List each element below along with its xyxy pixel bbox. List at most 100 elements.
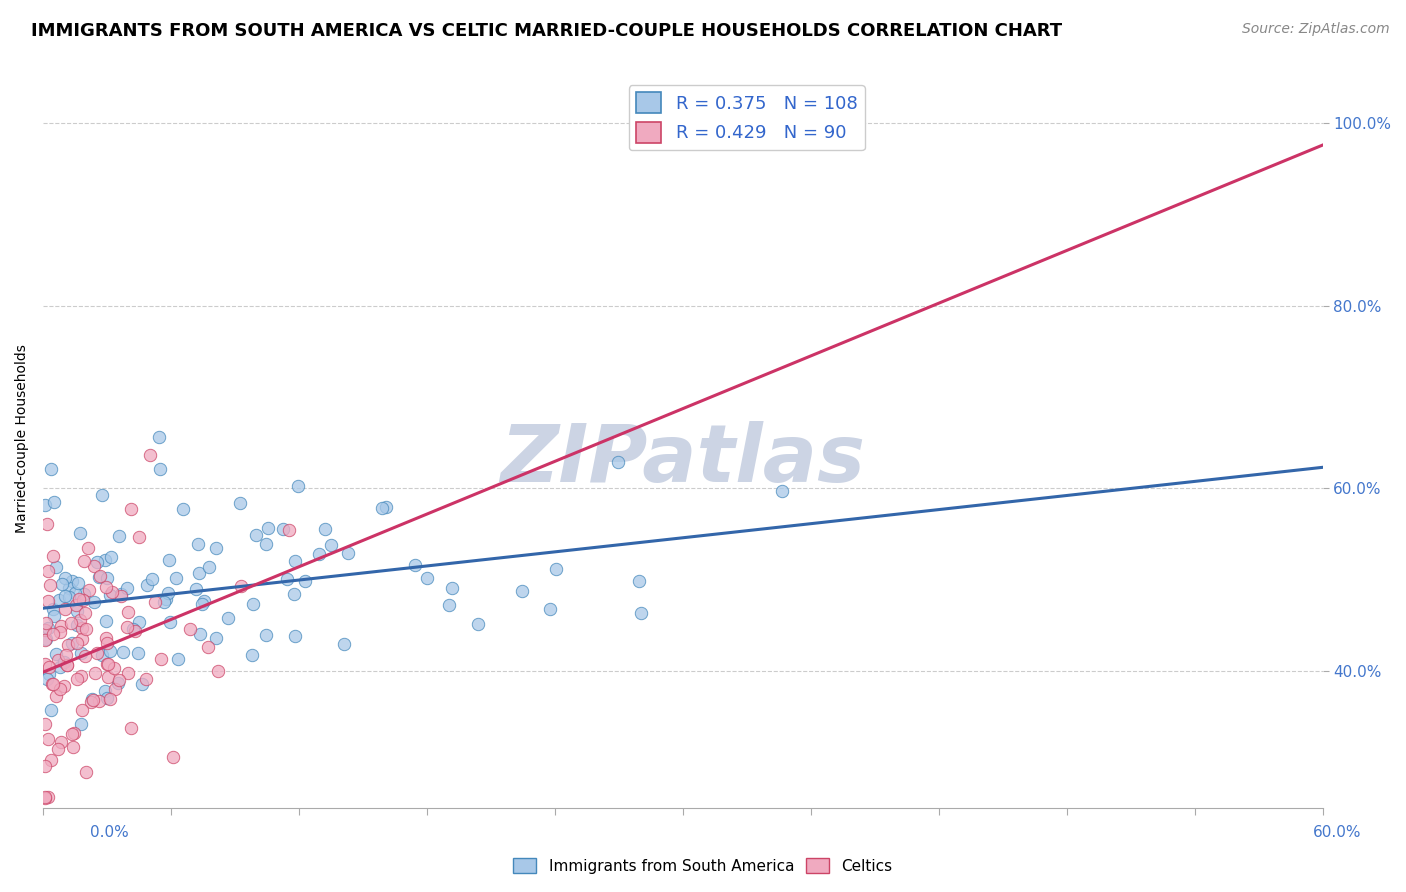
Point [34, 717, 56, 731]
Point [34, 657, 56, 671]
Point [42, 495, 65, 509]
Point [141, 573, 163, 587]
Point [37, 622, 59, 636]
Point [72, 593, 94, 607]
Point [75, 765, 97, 780]
Point [148, 430, 170, 444]
Point [98, 691, 121, 706]
Point [336, 546, 359, 560]
Point [48, 593, 70, 607]
Point [77, 541, 100, 556]
Point [53, 590, 76, 604]
Point [139, 448, 162, 462]
Point [198, 559, 221, 574]
Point [135, 578, 157, 592]
Point [66, 575, 89, 590]
Point [284, 554, 307, 568]
Point [627, 574, 650, 589]
Point [187, 566, 209, 581]
Point [96, 657, 118, 671]
Point [96, 614, 118, 628]
Point [100, 549, 122, 564]
Point [60, 636, 83, 650]
Point [149, 652, 172, 666]
Point [59, 615, 82, 630]
Point [122, 622, 145, 636]
Point [607, 455, 630, 469]
Point [34, 789, 56, 804]
Point [83, 559, 105, 574]
Point [404, 558, 426, 572]
Point [73, 554, 96, 568]
Point [58, 581, 80, 595]
Point [55, 657, 77, 672]
Point [94, 683, 117, 698]
Point [240, 648, 263, 663]
Point [131, 677, 153, 691]
Point [69, 613, 91, 627]
Point [87, 694, 110, 708]
Point [630, 607, 652, 621]
Point [70, 632, 93, 646]
Point [283, 587, 305, 601]
Point [111, 645, 134, 659]
Point [187, 537, 209, 551]
Point [197, 640, 219, 654]
Y-axis label: Married-couple Households: Married-couple Households [15, 343, 30, 533]
Point [117, 620, 139, 634]
Point [45, 648, 67, 662]
Point [39, 753, 62, 767]
Point [371, 501, 394, 516]
Point [193, 594, 215, 608]
Point [69, 646, 91, 660]
Point [80, 691, 103, 706]
Point [34, 791, 56, 805]
Point [37, 516, 59, 531]
Point [157, 586, 180, 600]
Point [60, 727, 83, 741]
Point [70, 669, 93, 683]
Point [37, 672, 59, 686]
Point [254, 537, 277, 551]
Point [75, 648, 97, 663]
Point [37, 789, 59, 804]
Point [308, 547, 330, 561]
Point [62, 740, 84, 755]
Point [79, 695, 101, 709]
Point [148, 461, 170, 475]
Point [770, 484, 793, 499]
Point [89, 569, 111, 583]
Point [39, 461, 62, 475]
Point [53, 602, 76, 616]
Point [124, 624, 146, 639]
Point [157, 553, 180, 567]
Point [217, 611, 239, 625]
Point [167, 652, 190, 666]
Point [51, 619, 73, 633]
Point [546, 562, 568, 576]
Point [96, 691, 118, 706]
Point [94, 553, 117, 567]
Point [107, 529, 129, 543]
Point [89, 569, 111, 583]
Point [38, 660, 60, 674]
Text: 0.0%: 0.0% [90, 825, 129, 839]
Point [416, 570, 439, 584]
Point [128, 530, 150, 544]
Point [441, 581, 464, 595]
Point [37, 564, 59, 578]
Point [49, 682, 72, 697]
Point [110, 589, 132, 603]
Point [96, 631, 118, 645]
Point [38, 666, 60, 681]
Point [375, 500, 398, 515]
Point [103, 661, 125, 675]
Point [254, 628, 277, 642]
Point [333, 637, 356, 651]
Point [231, 579, 253, 593]
Point [42, 601, 65, 615]
Point [284, 629, 307, 643]
Point [256, 521, 278, 535]
Point [271, 522, 294, 536]
Point [314, 522, 336, 536]
